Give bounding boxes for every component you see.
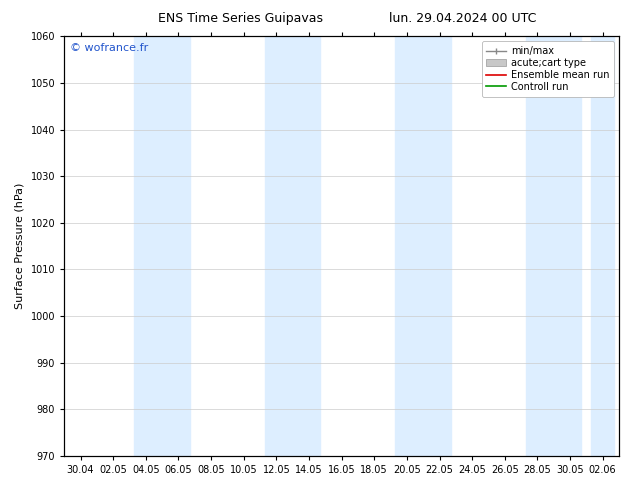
Bar — [134, 36, 190, 456]
Bar — [526, 36, 581, 456]
Y-axis label: Surface Pressure (hPa): Surface Pressure (hPa) — [15, 183, 25, 309]
Bar — [265, 36, 320, 456]
Bar — [396, 36, 451, 456]
Text: © wofrance.fr: © wofrance.fr — [70, 43, 148, 52]
Text: lun. 29.04.2024 00 UTC: lun. 29.04.2024 00 UTC — [389, 12, 536, 25]
Legend: min/max, acute;cart type, Ensemble mean run, Controll run: min/max, acute;cart type, Ensemble mean … — [482, 41, 614, 97]
Bar — [592, 36, 614, 456]
Text: ENS Time Series Guipavas: ENS Time Series Guipavas — [158, 12, 323, 25]
